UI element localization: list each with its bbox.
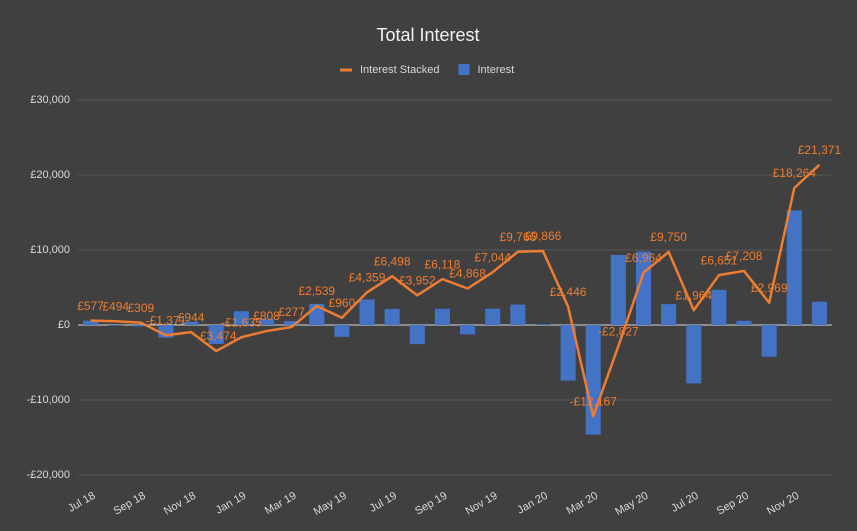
- bar: [736, 320, 752, 325]
- data-label: £4,868: [449, 267, 486, 281]
- bar: [208, 325, 224, 344]
- data-label: -£12,167: [570, 394, 618, 408]
- bar: [183, 321, 199, 325]
- data-label: -£1,635: [221, 315, 262, 329]
- data-label: £494: [102, 299, 129, 313]
- bar: [133, 325, 149, 327]
- bar: [610, 254, 626, 325]
- data-label: £6,498: [374, 254, 411, 268]
- bar: [359, 299, 375, 325]
- bar: [786, 210, 802, 325]
- legend-label: Interest Stacked: [360, 64, 440, 76]
- data-label: £9,766: [499, 230, 536, 244]
- bar: [409, 325, 425, 345]
- data-label: £18,264: [773, 166, 817, 180]
- line: [90, 163, 821, 418]
- data-label: -£3,474: [196, 329, 237, 343]
- data-label: £6,651: [701, 253, 738, 267]
- data-label: £6,964: [625, 251, 662, 265]
- data-label: £9,750: [650, 230, 687, 244]
- data-label: £7,208: [726, 249, 763, 263]
- bar: [535, 324, 551, 325]
- data-label: £9,866: [525, 229, 562, 243]
- bar: [258, 318, 275, 325]
- y-tick-label: £10,000: [30, 244, 70, 256]
- bar: [108, 325, 124, 326]
- data-label: -£1,371: [146, 313, 187, 327]
- data-label: £7,044: [474, 250, 511, 264]
- y-tick-label: £20,000: [30, 169, 70, 181]
- bar: [460, 325, 476, 335]
- bar: [686, 325, 702, 384]
- bar: [434, 308, 450, 325]
- y-tick-label: -£10,000: [27, 394, 70, 406]
- y-tick-label: £0: [58, 319, 70, 331]
- bar: [233, 311, 249, 325]
- bar: [510, 304, 526, 325]
- bar: [811, 301, 827, 325]
- data-label: £960: [329, 296, 356, 310]
- legend-label: Interest: [478, 64, 515, 76]
- data-label: £808: [253, 309, 280, 323]
- data-label: £944: [178, 310, 205, 324]
- data-label: £2,446: [550, 285, 587, 299]
- bar: [334, 325, 350, 337]
- bar: [485, 308, 501, 325]
- y-tick-label: £30,000: [30, 94, 70, 106]
- data-label: -£2,827: [598, 324, 639, 338]
- data-label: £2,969: [751, 281, 788, 295]
- bar: [711, 289, 727, 325]
- data-label: £4,359: [349, 270, 386, 284]
- data-label: £2,539: [298, 284, 335, 298]
- data-label: £6,118: [425, 257, 461, 271]
- bar: [585, 325, 601, 435]
- bar: [560, 325, 576, 381]
- y-tick-label: -£20,000: [27, 469, 70, 481]
- data-label: £1,964: [675, 288, 712, 302]
- data-label: £577: [77, 299, 104, 313]
- chart-title: Total Interest: [376, 25, 479, 45]
- data-label: £3,952: [399, 274, 436, 288]
- data-label: £277: [278, 305, 305, 319]
- bar: [384, 308, 400, 325]
- data-label: £21,371: [798, 143, 842, 157]
- bar: [83, 320, 99, 325]
- legend-swatch: [458, 64, 470, 75]
- bar: [661, 304, 677, 325]
- bar: [761, 325, 777, 357]
- data-label: £309: [127, 301, 154, 315]
- bar: [284, 321, 300, 325]
